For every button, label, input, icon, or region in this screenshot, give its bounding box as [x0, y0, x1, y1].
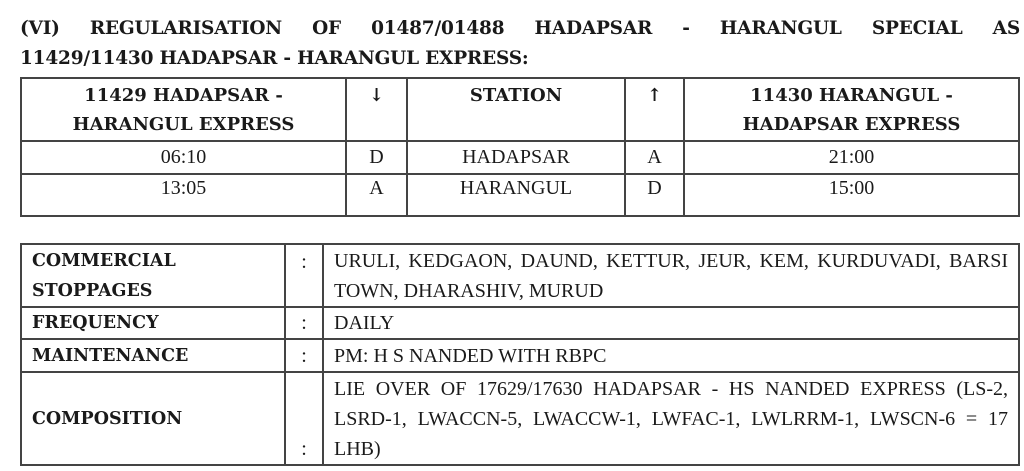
details-table: COMMERCIAL STOPPAGES : URULI, KEDGAON, D… — [20, 243, 1020, 466]
detail-label: COMMERCIAL STOPPAGES — [20, 243, 286, 308]
detail-separator: : — [284, 338, 324, 373]
title-line-2: 11429/11430 HADAPSAR - HARANGUL EXPRESS: — [20, 48, 529, 69]
up-time: 21:00 — [683, 140, 1020, 175]
timetable-header-row: 11429 HADAPSAR - HARANGUL EXPRESS ↓ STAT… — [20, 77, 1020, 142]
section-title: (VI) REGULARISATION OF 01487/01488 HADAP… — [20, 14, 1020, 74]
detail-value: PM: H S NANDED WITH RBPC — [322, 338, 1020, 373]
detail-row-composition: COMPOSITION : LIE OVER OF 17629/17630 HA… — [20, 371, 1020, 466]
up-arr-dep: A — [624, 140, 685, 175]
table-row: 13:05 A HARANGUL D 15:00 — [20, 173, 1020, 217]
table-row: 06:10 D HADAPSAR A 21:00 — [20, 140, 1020, 175]
up-arr-dep: D — [624, 173, 685, 217]
detail-separator: : — [284, 243, 324, 308]
detail-row-maintenance: MAINTENANCE : PM: H S NANDED WITH RBPC — [20, 338, 1020, 373]
down-arrow-icon: ↓ — [345, 77, 408, 142]
detail-separator: : — [284, 371, 324, 466]
detail-label: COMPOSITION — [20, 371, 286, 466]
detail-label: FREQUENCY — [20, 306, 286, 340]
down-arr-dep: D — [345, 140, 408, 175]
up-arrow-icon: ↑ — [624, 77, 685, 142]
detail-label: MAINTENANCE — [20, 338, 286, 373]
timetable: 11429 HADAPSAR - HARANGUL EXPRESS ↓ STAT… — [20, 77, 1020, 217]
station-name: HARANGUL — [406, 173, 626, 217]
detail-value: URULI, KEDGAON, DAUND, KETTUR, JEUR, KEM… — [322, 243, 1020, 308]
header-down-train: 11429 HADAPSAR - HARANGUL EXPRESS — [20, 77, 347, 142]
down-time: 06:10 — [20, 140, 347, 175]
detail-row-frequency: FREQUENCY : DAILY — [20, 306, 1020, 340]
station-name: HADAPSAR — [406, 140, 626, 175]
down-time: 13:05 — [20, 173, 347, 217]
header-station: STATION — [406, 77, 626, 142]
detail-value: DAILY — [322, 306, 1020, 340]
detail-separator: : — [284, 306, 324, 340]
up-time: 15:00 — [683, 173, 1020, 217]
title-line-1: (VI) REGULARISATION OF 01487/01488 HADAP… — [20, 18, 1020, 39]
header-up-train: 11430 HARANGUL - HADAPSAR EXPRESS — [683, 77, 1020, 142]
down-arr-dep: A — [345, 173, 408, 217]
detail-value: LIE OVER OF 17629/17630 HADAPSAR - HS NA… — [322, 371, 1020, 466]
detail-row-stoppages: COMMERCIAL STOPPAGES : URULI, KEDGAON, D… — [20, 243, 1020, 308]
